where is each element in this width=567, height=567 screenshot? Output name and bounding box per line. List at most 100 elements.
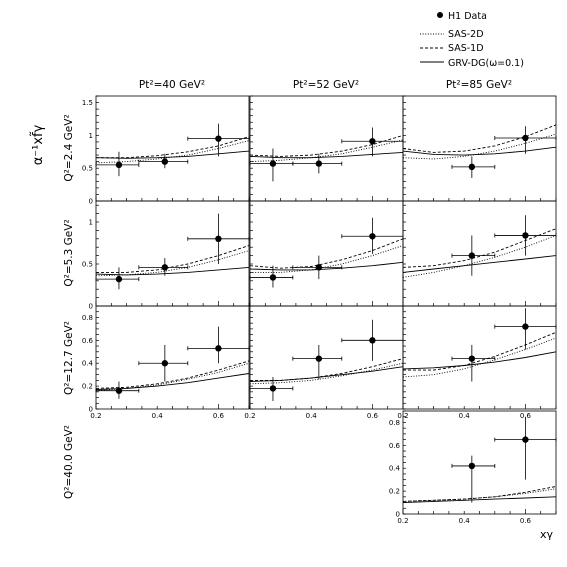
x-tick-label: 0.6 [367, 412, 379, 420]
data-point [369, 138, 376, 145]
data-point [269, 274, 277, 281]
curve-grv-dg-0-1- [402, 351, 557, 370]
panel-3 [402, 95, 557, 202]
data-point [215, 135, 222, 142]
data-point [522, 436, 529, 443]
data-point [369, 233, 376, 240]
row-label-q2-2.4: Q²=2.4 GeV² [63, 114, 75, 181]
curve-sas-2d [402, 337, 557, 378]
panel-10: 00.20.40.60.80.2 0.4 0.6 [389, 410, 557, 525]
x-tick-label: 0.2 [90, 412, 101, 420]
curve-grv-dg-0-1- [95, 266, 250, 276]
data-point [115, 387, 123, 394]
data-point [161, 360, 169, 367]
row-label-q2-12.7: Q²=12.7 GeV² [63, 321, 75, 395]
data-point [468, 163, 476, 171]
panel-7: 00.20.40.60.80.2 0.4 0.6 [82, 305, 250, 420]
legend-label-sas-1d: SAS-1D [448, 43, 484, 54]
y-tick-label: 0 [89, 198, 93, 206]
curve-sas-1d [95, 360, 250, 389]
legend-label-grv-dg: GRV-DG(ω=0.1) [448, 58, 524, 69]
data-point [468, 252, 476, 259]
curve-grv-dg-0-1- [402, 255, 557, 273]
x-tick-label: 0.6 [213, 412, 225, 420]
y-tick-label: 0.4 [82, 360, 94, 368]
panel-8: 0.2 0.4 0.6 [244, 305, 404, 420]
x-tick-label: 0.2 [397, 517, 408, 525]
curve-grv-dg-0-1- [95, 373, 250, 390]
data-point [522, 134, 529, 142]
panel-frame [95, 95, 250, 202]
y-tick-label: 0.6 [389, 442, 401, 450]
y-tick-label: 0.8 [389, 419, 400, 427]
y-tick-label: 1 [89, 219, 93, 227]
data-point [161, 264, 169, 271]
curve-grv-dg-0-1- [95, 150, 250, 159]
y-tick-label: 1 [89, 132, 93, 140]
data-point [468, 355, 476, 362]
data-point [369, 337, 376, 344]
y-tick-label: 1.5 [82, 99, 93, 107]
y-tick-label: 0 [89, 406, 93, 414]
panel-4: 00.51 [82, 200, 250, 311]
data-point [269, 160, 277, 167]
curve-grv-dg-0-1- [402, 146, 557, 156]
column-title-pt40: Pt²=40 GeV² [139, 79, 205, 91]
x-tick-label: 0.6 [520, 517, 532, 525]
data-point [161, 158, 169, 165]
panel-6 [402, 200, 557, 307]
curve-grv-dg-0-1- [249, 261, 404, 271]
curve-sas-1d [249, 134, 404, 157]
row-label-q2-40.0: Q²=40.0 GeV² [63, 425, 75, 499]
panel-5 [249, 200, 404, 307]
legend-label-sas-2d: SAS-2D [448, 29, 484, 40]
data-point [269, 385, 277, 392]
y-tick-label: 0.2 [82, 383, 93, 391]
data-point [215, 235, 222, 242]
curve-sas-1d [96, 136, 250, 159]
column-title-pt52: Pt²=52 GeV² [293, 79, 359, 91]
curve-sas-2d [402, 488, 557, 502]
y-tick-label: 0.5 [82, 165, 93, 173]
data-point [315, 160, 323, 167]
data-point [522, 232, 529, 239]
legend: H1 Data SAS-2D SAS-1D GRV-DG(ω=0.1) [420, 11, 524, 69]
x-tick-label: 0.4 [306, 412, 318, 420]
data-point [215, 345, 222, 352]
data-point [522, 323, 529, 330]
legend-label-h1-data: H1 Data [448, 11, 487, 22]
x-axis-label: xγ [540, 528, 554, 541]
curve-sas-1d [402, 124, 557, 153]
data-point [115, 275, 123, 283]
curve-sas-1d [402, 228, 557, 268]
x-tick-label: 0.4 [152, 412, 164, 420]
curve-grv-dg-0-1- [402, 496, 557, 504]
panel-frame [402, 410, 557, 515]
y-axis-label: α⁻¹xf̃γ [31, 124, 46, 165]
curve-grv-dg-0-1- [249, 151, 404, 159]
y-tick-label: 0 [396, 511, 400, 519]
data-point [468, 462, 476, 470]
curve-sas-1d [403, 331, 557, 371]
curve-sas-1d [402, 486, 557, 502]
y-tick-label: 0.2 [389, 488, 400, 496]
panel-1: 0 0.5 1 1.5 [82, 95, 250, 206]
legend-marker-h1-data [437, 12, 443, 18]
x-tick-label: 0.4 [459, 517, 471, 525]
x-tick-label: 0.4 [459, 412, 471, 420]
column-title-pt85: Pt²=85 GeV² [446, 79, 512, 91]
y-tick-label: 0 [89, 303, 93, 311]
data-point [115, 161, 123, 169]
data-point [315, 264, 323, 271]
curve-sas-1d [249, 238, 404, 269]
x-tick-label: 0.2 [244, 412, 255, 420]
y-tick-label: 0.4 [389, 465, 401, 473]
y-tick-label: 0.6 [82, 337, 94, 345]
panel-frame [402, 200, 557, 307]
x-tick-label: 0.6 [520, 412, 532, 420]
y-tick-label: 0.5 [82, 261, 93, 269]
curve-grv-dg-0-1- [249, 366, 404, 382]
y-tick-label: 0.8 [82, 314, 93, 322]
panel-2 [249, 95, 404, 202]
panel-frame [402, 305, 557, 410]
